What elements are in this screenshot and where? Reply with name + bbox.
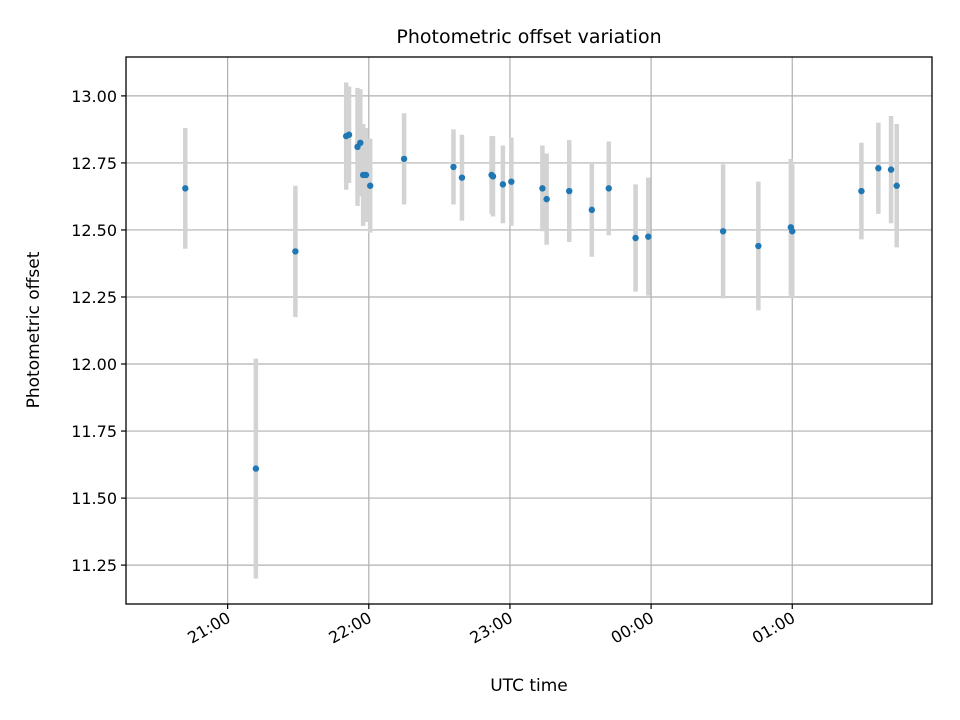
data-point [292, 248, 299, 255]
y-tick-label: 12.00 [71, 355, 117, 374]
data-point [357, 139, 364, 147]
y-tick-label: 13.00 [71, 87, 117, 106]
y-tick-label: 11.75 [71, 422, 117, 441]
data-point [252, 465, 260, 472]
data-point [719, 228, 727, 235]
data-point [489, 173, 497, 180]
data-point [566, 187, 573, 195]
data-point [858, 187, 865, 195]
data-point [499, 181, 507, 188]
data-point [450, 163, 457, 171]
grid [126, 57, 932, 604]
chart-title: Photometric offset variation [396, 26, 661, 48]
data-point [632, 234, 639, 242]
data-point [362, 171, 370, 179]
data-point [645, 233, 652, 240]
y-tick-label: 11.25 [71, 556, 117, 575]
data-point [400, 155, 408, 163]
plot-frame [125, 56, 933, 605]
data-point [543, 195, 550, 203]
data-point [605, 185, 612, 192]
data-point [345, 131, 353, 138]
data-point [588, 206, 596, 214]
data-point [366, 182, 374, 189]
data-point [893, 182, 900, 189]
y-tick-label: 12.50 [71, 221, 117, 240]
data-point [755, 242, 762, 250]
y-axis: 11.25 11.50 11.75 12.00 12.25 12.50 12.75 13.00 [71, 87, 126, 575]
y-tick-label: 12.25 [71, 288, 117, 307]
data-point [182, 185, 189, 192]
data-point [458, 174, 466, 181]
data-point [789, 228, 796, 235]
y-tick-label: 12.75 [71, 154, 117, 173]
data-point [875, 165, 882, 172]
x-axis-title: UTC time [490, 676, 568, 696]
data-point [539, 185, 546, 192]
data-point [508, 178, 515, 185]
data-points [182, 131, 900, 472]
y-axis-title: Photometric offset [24, 251, 44, 408]
data-point [887, 166, 895, 173]
y-tick-label: 11.50 [71, 489, 117, 508]
